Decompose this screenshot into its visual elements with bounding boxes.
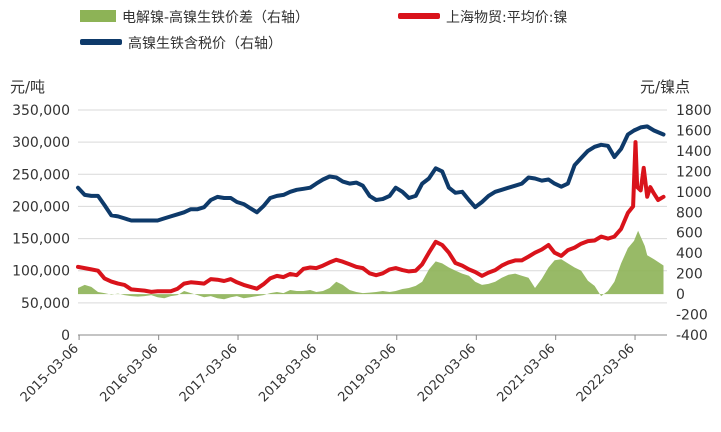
- left-tick-label: 100,000: [12, 264, 70, 280]
- legend-label-diff: 电解镍-高镍生铁价差（右轴）: [122, 9, 309, 26]
- legend-swatch-npi: [80, 39, 122, 45]
- right-tick-label: -200: [676, 308, 708, 324]
- legend-label-ni: 上海物贸:平均价:镍: [446, 10, 567, 26]
- left-tick-label: 350,000: [12, 103, 70, 119]
- left-tick-label: 200,000: [12, 199, 70, 215]
- legend-label-npi: 高镍生铁含税价（右轴）: [128, 35, 282, 52]
- legend: 电解镍-高镍生铁价差（右轴） 上海物贸:平均价:镍 高镍生铁含税价（右轴）: [80, 9, 567, 52]
- gridlines: [78, 109, 667, 336]
- right-tick-label: 600: [676, 226, 703, 242]
- left-tick-label: 50,000: [21, 296, 70, 312]
- right-tick-label: 200: [676, 267, 703, 283]
- legend-swatch-diff: [80, 10, 116, 22]
- left-tick-label: 250,000: [12, 167, 70, 183]
- right-axis-ticks: -400 -200 0 200 400 600 800 1000 1200 1400 1600 180…: [676, 103, 712, 344]
- right-axis-unit: 元/镍点: [640, 78, 690, 96]
- x-axis-ticks: 2015-03-06 2016-03-06 2017-03-06 2018-03-06…: [18, 335, 638, 405]
- right-tick-label: 1400: [676, 144, 712, 160]
- right-tick-label: 1200: [676, 164, 712, 180]
- series-line-ni: [76, 140, 666, 294]
- right-tick-label: 800: [676, 205, 703, 221]
- right-tick-label: 0: [676, 287, 685, 303]
- x-tick-label: 2016-03-06: [97, 341, 161, 405]
- left-tick-label: 0: [61, 328, 70, 344]
- left-tick-label: 300,000: [12, 135, 70, 151]
- series-layer: [76, 124, 666, 300]
- right-tick-label: -400: [676, 328, 708, 344]
- left-axis-unit: 元/吨: [10, 78, 45, 96]
- legend-swatch-ni: [398, 13, 440, 19]
- x-tick-label: 2020-03-06: [415, 341, 479, 405]
- x-tick-label: 2017-03-06: [177, 341, 241, 405]
- x-tick-label: 2018-03-06: [256, 341, 320, 405]
- right-tick-label: 400: [676, 246, 703, 262]
- right-tick-label: 1000: [676, 185, 712, 201]
- x-tick-label: 2021-03-06: [494, 341, 558, 405]
- series-area-diff: [78, 230, 664, 300]
- series-line-npi: [76, 124, 666, 223]
- right-tick-label: 1800: [676, 103, 712, 119]
- left-axis-ticks: 0 50,000 100,000 150,000 200,000 250,000 300,0…: [12, 103, 70, 344]
- x-tick-label: 2015-03-06: [18, 341, 82, 405]
- right-tick-label: 1600: [676, 123, 712, 139]
- x-tick-label: 2019-03-06: [336, 341, 400, 405]
- x-tick-label: 2022-03-06: [574, 341, 638, 405]
- left-tick-label: 150,000: [12, 232, 70, 248]
